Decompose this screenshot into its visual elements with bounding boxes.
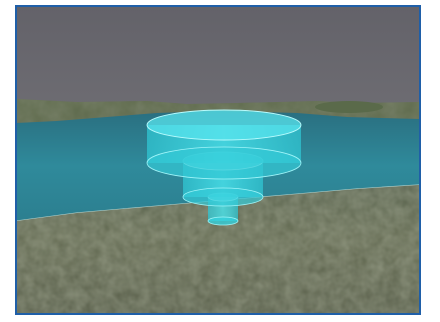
near-terrain-highlights <box>17 185 419 313</box>
3d-terrain-viewport[interactable] <box>17 7 419 313</box>
upper-tier[interactable] <box>146 109 302 180</box>
viewport-frame <box>15 5 421 315</box>
terrain-scene <box>17 7 419 313</box>
airspace-volume[interactable] <box>146 109 302 226</box>
island <box>315 101 383 113</box>
sky <box>17 7 419 107</box>
